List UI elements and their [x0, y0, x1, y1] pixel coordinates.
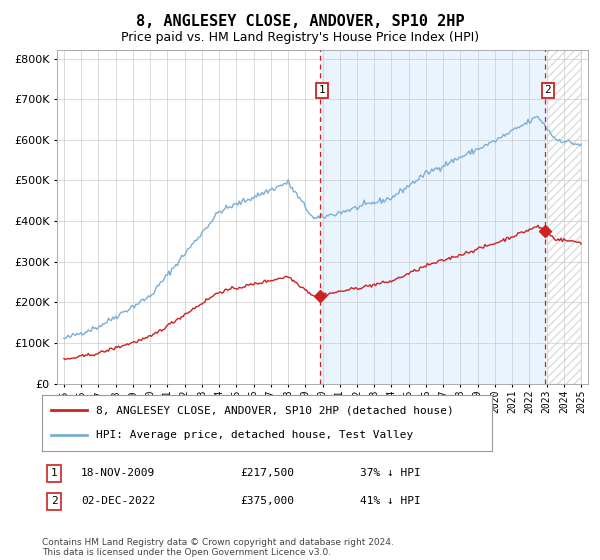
Text: 02-DEC-2022: 02-DEC-2022	[81, 496, 155, 506]
Text: HPI: Average price, detached house, Test Valley: HPI: Average price, detached house, Test…	[96, 430, 413, 440]
Text: 41% ↓ HPI: 41% ↓ HPI	[360, 496, 421, 506]
Text: 1: 1	[50, 468, 58, 478]
Text: 18-NOV-2009: 18-NOV-2009	[81, 468, 155, 478]
Text: Contains HM Land Registry data © Crown copyright and database right 2024.
This d: Contains HM Land Registry data © Crown c…	[42, 538, 394, 557]
Text: 8, ANGLESEY CLOSE, ANDOVER, SP10 2HP (detached house): 8, ANGLESEY CLOSE, ANDOVER, SP10 2HP (de…	[96, 405, 454, 416]
Text: Price paid vs. HM Land Registry's House Price Index (HPI): Price paid vs. HM Land Registry's House …	[121, 31, 479, 44]
Text: 1: 1	[319, 85, 326, 95]
Text: 8, ANGLESEY CLOSE, ANDOVER, SP10 2HP: 8, ANGLESEY CLOSE, ANDOVER, SP10 2HP	[136, 14, 464, 29]
Text: £217,500: £217,500	[240, 468, 294, 478]
Text: 37% ↓ HPI: 37% ↓ HPI	[360, 468, 421, 478]
Text: 2: 2	[544, 85, 551, 95]
Text: 2: 2	[50, 496, 58, 506]
Text: £375,000: £375,000	[240, 496, 294, 506]
